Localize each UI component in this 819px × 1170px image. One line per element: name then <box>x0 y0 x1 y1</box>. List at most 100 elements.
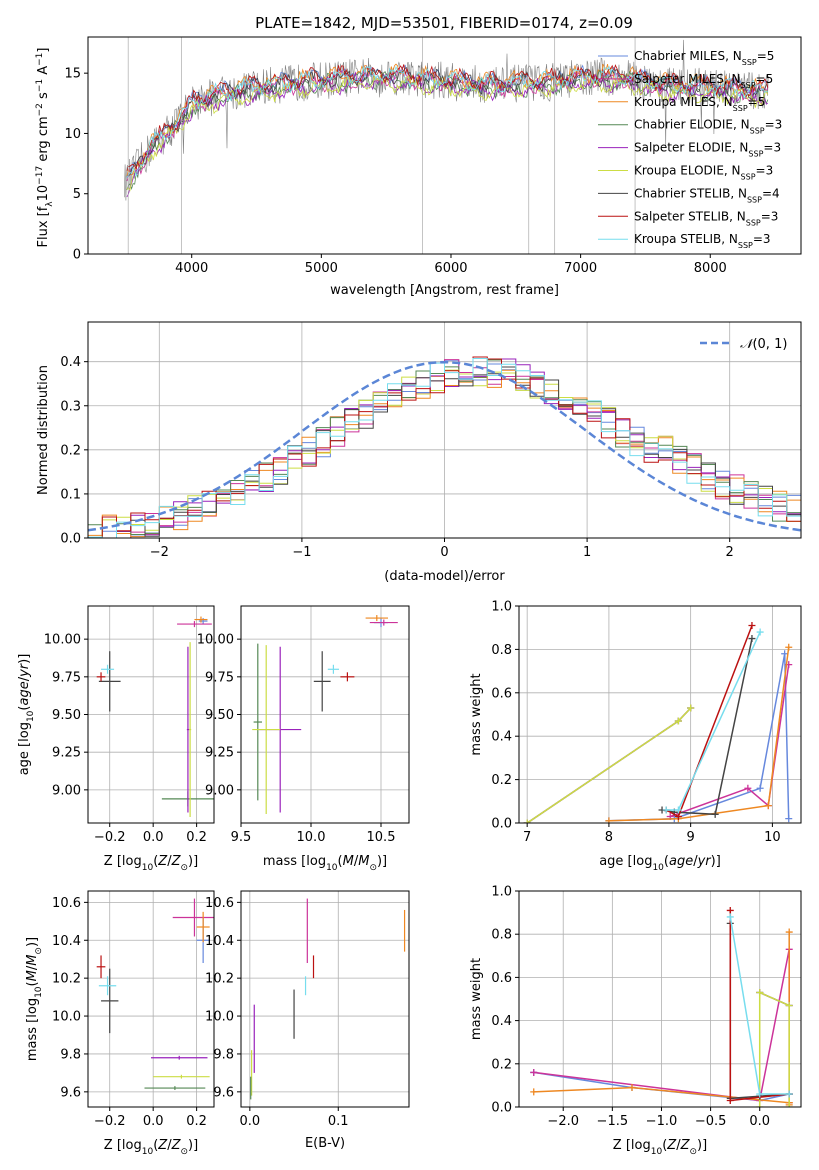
y-tick-label: 10.6 <box>52 896 81 911</box>
x-tick-label: 0.0 <box>143 830 164 845</box>
y-tick-label: 9.25 <box>205 746 234 761</box>
legend-entry: Chabrier ELODIE, NSSP=3 <box>634 118 782 136</box>
errorbar-point-kroupa-elodie <box>153 1074 210 1079</box>
x-axis-label: Z [log10(Z/Z⊙)] <box>104 1138 198 1157</box>
x-tick-label: −0.2 <box>94 830 126 845</box>
y-tick-label: 10.4 <box>205 934 234 949</box>
weight-marker <box>674 812 682 820</box>
y-axis-label: mass weight <box>469 673 484 755</box>
weight-marker <box>530 1088 538 1096</box>
mass-vs-metallicity-panel: −0.2 0.0 0.2 9.6 9.8 10.0 10.2 10.4 10.6 Z [log10… <box>25 890 215 1157</box>
errorbar-point-kroupa-miles <box>196 911 210 943</box>
y-tick-label: 0.4 <box>491 730 512 745</box>
x-tick-label: 2 <box>726 545 734 560</box>
legend-entry: Salpeter MILES, NSSP=5 <box>634 72 773 90</box>
errorbar-point-salpeter-elodie <box>186 646 190 813</box>
spectrum-panel: 4000 5000 6000 7000 8000 0 5 10 15 wavelength [An… <box>35 36 802 298</box>
age-vs-mass-panel: 9.5 10.0 10.5 9.00 9.25 9.50 9.75 10.00 mass [lo… <box>197 605 410 873</box>
legend-entry: Kroupa STELIB, NSSP=3 <box>634 232 771 250</box>
x-tick-label: 5000 <box>305 261 338 276</box>
y-tick-label: 5 <box>73 187 81 202</box>
x-tick-label: 0.2 <box>186 830 207 845</box>
x-tick-label: 6000 <box>434 261 467 276</box>
y-tick-label: 9.00 <box>205 783 234 798</box>
errorbar-point-kroupa-stelib <box>327 664 339 674</box>
y-tick-label: 0.2 <box>491 773 512 788</box>
plot-area <box>96 616 214 817</box>
errorbar-point-salpeter-miles <box>177 621 212 628</box>
legend: Chabrier MILES, NSSP=5 Salpeter MILES, NS… <box>598 49 782 250</box>
weight-marker <box>785 928 793 936</box>
y-tick-label: 9.6 <box>60 1085 81 1100</box>
y-tick-label: 0.8 <box>491 928 512 943</box>
legend: 𝒩(0, 1) <box>700 337 787 352</box>
y-tick-label: 0.8 <box>491 643 512 658</box>
spectrum-plot-area <box>124 37 769 254</box>
plot-area <box>250 898 406 1100</box>
x-axis-label: Z [log10(Z/Z⊙)] <box>613 1138 707 1157</box>
y-tick-label: 0.6 <box>491 971 512 986</box>
weight-marker <box>764 802 772 810</box>
weight-marker <box>756 628 764 636</box>
x-tick-label: 8000 <box>694 261 727 276</box>
normal-curve <box>88 360 801 532</box>
x-axis-label: E(B-V) <box>305 1136 345 1151</box>
y-tick-label: 10.4 <box>52 934 81 949</box>
weight-vs-age-panel: 7 8 9 10 0.0 0.2 0.4 0.6 0.8 1.0 mass weight age [l… <box>469 600 802 873</box>
residual-histogram-kroupa-stelib <box>88 358 801 538</box>
errorbar-point-chabrier-miles <box>198 618 208 625</box>
x-tick-label: 9.5 <box>231 830 252 845</box>
x-tick-label: 0.0 <box>749 1114 770 1129</box>
plot-area <box>523 622 793 823</box>
weight-marker <box>785 1001 793 1009</box>
weight-marker <box>605 817 613 823</box>
axes-frame <box>518 605 802 824</box>
axes-frame <box>87 890 215 1108</box>
errorbar-point-kroupa-elodie <box>189 642 192 817</box>
y-tick-label: 9.50 <box>52 708 81 723</box>
y-tick-label: 9.00 <box>52 783 81 798</box>
weight-line-kroupa-miles <box>608 647 790 822</box>
legend-entry: Kroupa MILES, NSSP=5 <box>634 95 765 113</box>
y-tick-label: 10.0 <box>205 1010 234 1025</box>
errorbar-point-salpeter-miles <box>172 898 214 937</box>
weight-marker <box>687 704 695 712</box>
x-tick-label: −1 <box>292 545 311 560</box>
errorbar-point-salpeter-elodie <box>151 1055 208 1060</box>
weight-marker <box>756 1090 764 1098</box>
errorbar-point-kroupa-miles <box>365 615 388 622</box>
axes-frame <box>87 36 802 255</box>
weight-marker <box>726 1097 734 1105</box>
residuals-plot-area <box>88 356 801 538</box>
y-tick-label: 1.0 <box>491 885 512 900</box>
x-tick-label: 9 <box>687 830 695 845</box>
weight-line-chabrier-stelib <box>661 638 753 816</box>
model-spectrum-kroupa-stelib <box>126 65 768 178</box>
y-tick-label: 0.0 <box>491 1101 512 1116</box>
axes-frame <box>518 890 802 1108</box>
weight-marker <box>748 622 756 630</box>
age-vs-metallicity-panel: −0.2 0.0 0.2 9.00 9.25 9.50 9.75 10.00 Z [log10(… <box>17 605 215 873</box>
errorbar-point-chabrier-elodie <box>144 1086 206 1090</box>
y-tick-label: 9.75 <box>52 670 81 685</box>
x-tick-label: 7000 <box>564 261 597 276</box>
weight-marker <box>530 1068 538 1076</box>
y-tick-label: 10.00 <box>197 633 234 648</box>
legend-entry: Chabrier MILES, NSSP=5 <box>634 49 774 67</box>
y-tick-label: 9.8 <box>213 1047 234 1062</box>
plot-area <box>96 898 214 1090</box>
weight-marker <box>781 650 789 658</box>
weight-line-kroupa-elodie <box>758 991 790 1107</box>
residual-histogram-chabrier-stelib <box>88 366 801 538</box>
errorbar-point-kroupa-stelib <box>101 664 115 674</box>
y-tick-label: 0 <box>73 248 81 263</box>
errorbar-point-salpeter-miles <box>369 619 398 626</box>
weight-marker <box>748 635 756 643</box>
legend-entry: Chabrier STELIB, NSSP=4 <box>634 186 780 204</box>
y-axis-label: mass weight <box>469 958 484 1040</box>
weight-marker <box>674 806 682 814</box>
y-tick-label: 0.0 <box>60 532 81 547</box>
errorbar-point-salpeter-stelib <box>340 672 355 682</box>
errorbar-point-chabrier-stelib <box>313 651 331 712</box>
weight-line-salpeter-miles <box>669 664 790 818</box>
